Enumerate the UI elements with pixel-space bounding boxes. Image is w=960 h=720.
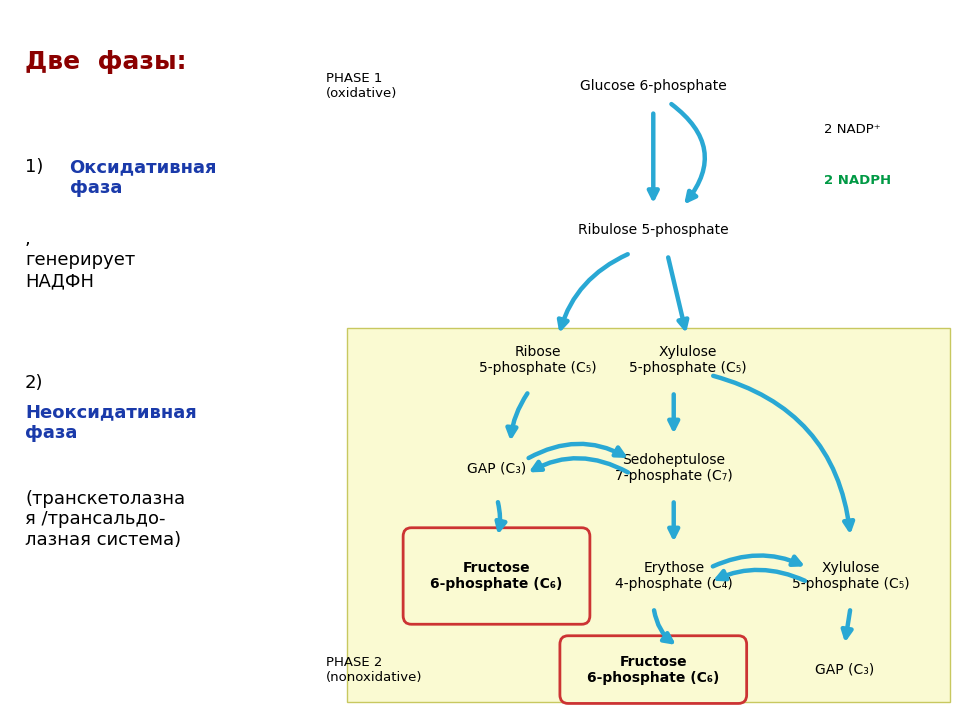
Text: 2 NADPH: 2 NADPH — [824, 174, 891, 186]
Text: Erythose
4-phosphate (C₄): Erythose 4-phosphate (C₄) — [614, 561, 732, 591]
Text: Ribose
5-phosphate (C₅): Ribose 5-phosphate (C₅) — [479, 345, 596, 375]
Text: GAP (C₃): GAP (C₃) — [814, 662, 874, 677]
Text: Fructose
6-phosphate (C₆): Fructose 6-phosphate (C₆) — [588, 654, 719, 685]
Text: Sedoheptulose
7-phosphate (C₇): Sedoheptulose 7-phosphate (C₇) — [614, 453, 732, 483]
FancyBboxPatch shape — [403, 528, 589, 624]
Text: Неоксидативная
фаза: Неоксидативная фаза — [25, 403, 197, 442]
Text: Xylulose
5-phosphate (C₅): Xylulose 5-phosphate (C₅) — [629, 345, 746, 375]
Text: Xylulose
5-phosphate (C₅): Xylulose 5-phosphate (C₅) — [792, 561, 910, 591]
Text: ,
генерирует
НАДФН: , генерирует НАДФН — [25, 230, 135, 290]
Text: GAP (C₃): GAP (C₃) — [467, 461, 526, 475]
Text: PHASE 1
(oxidative): PHASE 1 (oxidative) — [326, 73, 397, 100]
Text: Fructose
6-phosphate (C₆): Fructose 6-phosphate (C₆) — [430, 561, 563, 591]
Bar — [347, 328, 949, 702]
Text: 2 NADP⁺: 2 NADP⁺ — [824, 123, 880, 136]
Text: 1): 1) — [25, 158, 49, 176]
Text: Glucose 6-phosphate: Glucose 6-phosphate — [580, 79, 727, 94]
Text: 2): 2) — [25, 374, 43, 392]
Text: (транскетолазна
я /трансальдо-
лазная система): (транскетолазна я /трансальдо- лазная си… — [25, 490, 185, 549]
Text: Оксидативная
фаза: Оксидативная фаза — [69, 158, 217, 197]
Text: Две  фазы:: Две фазы: — [25, 50, 186, 74]
Text: PHASE 2
(nonoxidative): PHASE 2 (nonoxidative) — [326, 656, 422, 683]
Text: Ribulose 5-phosphate: Ribulose 5-phosphate — [578, 223, 729, 238]
FancyBboxPatch shape — [560, 636, 747, 703]
